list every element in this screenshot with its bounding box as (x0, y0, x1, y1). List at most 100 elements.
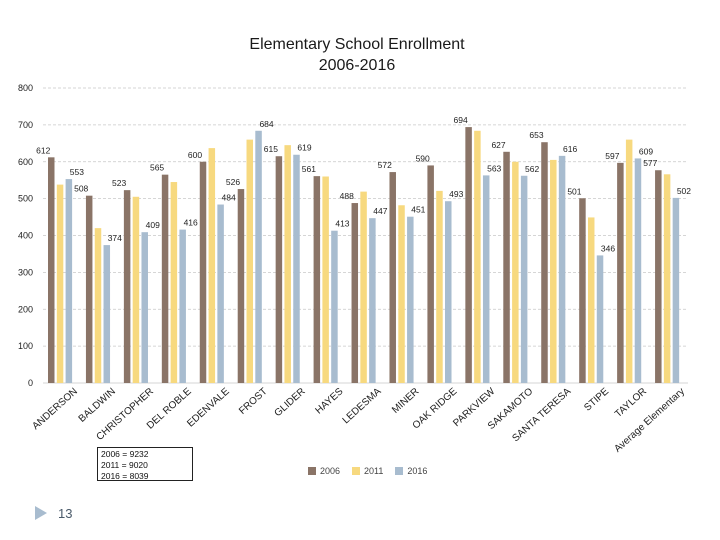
bar-2006 (579, 198, 586, 383)
data-label: 577 (643, 158, 657, 168)
data-label: 501 (567, 186, 581, 196)
arrow-icon (35, 506, 47, 520)
total-2011: 2011 = 9020 (101, 460, 148, 470)
data-label: 523 (112, 178, 126, 188)
bar-2016 (331, 230, 338, 383)
bar-2006 (48, 157, 55, 383)
bar-2011 (284, 145, 291, 383)
bar-2011 (398, 205, 405, 383)
y-tick-label: 400 (18, 231, 33, 241)
data-label: 562 (525, 164, 539, 174)
bars (48, 127, 680, 384)
bar-2016 (520, 175, 528, 383)
x-tick-label: ANDERSON (30, 386, 79, 432)
data-label: 597 (605, 151, 619, 161)
bar-2006 (237, 189, 245, 383)
data-label: 627 (491, 140, 505, 150)
legend-item-2016: 2016 (395, 466, 427, 476)
bar-2006 (123, 190, 131, 383)
data-label: 409 (146, 220, 160, 230)
data-label: 508 (74, 184, 88, 194)
bar-2011 (208, 148, 216, 383)
bar-2016 (179, 229, 186, 383)
bar-2016 (482, 175, 490, 383)
legend: 2006 2011 2016 (308, 466, 427, 476)
data-label: 374 (108, 233, 122, 243)
data-label: 590 (416, 153, 430, 163)
x-tick-label: MINER (390, 386, 421, 416)
data-label: 502 (677, 186, 691, 196)
data-label: 653 (529, 130, 543, 140)
data-label: 619 (297, 143, 311, 153)
bar-2006 (617, 162, 624, 383)
chart-title-line-2: 2006-2016 (318, 57, 396, 74)
y-tick-label: 800 (18, 83, 33, 93)
data-label: 413 (335, 219, 349, 229)
legend-item-2006: 2006 (308, 466, 340, 476)
bar-2011 (436, 190, 443, 383)
y-tick-label: 100 (18, 341, 33, 351)
data-label: 609 (639, 146, 653, 156)
bar-2016 (634, 158, 642, 383)
bar-2006 (655, 170, 662, 383)
bar-2016 (407, 216, 414, 383)
x-tick-label: STIPE (582, 386, 611, 414)
legend-label: 2016 (407, 466, 428, 476)
bar-2016 (255, 130, 262, 383)
data-label: 563 (487, 163, 501, 173)
legend-swatch (308, 467, 316, 475)
bar-2011 (170, 182, 178, 383)
bar-2016 (558, 155, 566, 383)
bar-2011 (512, 161, 519, 383)
data-label: 684 (259, 119, 273, 129)
total-2016: 2016 = 8039 (101, 471, 149, 481)
x-tick-label: TAYLOR (613, 386, 649, 420)
bar-2011 (550, 159, 557, 383)
x-tick-label: LEDESMA (341, 386, 384, 426)
bar-2016 (672, 197, 680, 383)
data-label: 561 (302, 164, 316, 174)
bar-2011 (474, 130, 481, 383)
bar-2006 (389, 172, 396, 383)
data-label: 553 (70, 167, 84, 177)
x-tick-label: HAYES (314, 386, 346, 417)
x-tick-label: FROST (237, 386, 270, 417)
bar-2006 (503, 151, 510, 383)
page-number: 13 (58, 506, 73, 521)
data-label: 600 (188, 150, 202, 160)
data-label: 572 (378, 160, 392, 170)
bar-2006 (465, 127, 472, 384)
bar-2016 (369, 218, 376, 383)
bar-2006 (199, 161, 207, 383)
bar-2016 (445, 201, 452, 383)
data-label: 451 (411, 205, 425, 215)
bar-2016 (103, 245, 111, 383)
data-label: 447 (373, 206, 387, 216)
data-labels: 612 553 508 374 523 409 565 416 600 484 526 684 615 6… (36, 115, 691, 253)
y-tick-label: 200 (18, 304, 33, 314)
y-tick-label: 500 (18, 194, 33, 204)
bar-2016 (596, 255, 604, 383)
bar-2011 (56, 184, 64, 383)
bar-2011 (625, 139, 633, 383)
chart-title: Elementary School Enrollment 2006-2016 (0, 34, 714, 76)
x-tick-label: Average Elementary (612, 386, 687, 455)
total-2006: 2006 = 9232 (101, 449, 149, 459)
bar-2016 (65, 179, 73, 383)
data-label: 612 (36, 145, 50, 155)
bar-2006 (541, 142, 548, 383)
bar-2011 (663, 174, 671, 383)
data-label: 484 (222, 193, 236, 203)
bar-2016 (217, 204, 224, 383)
x-tick-label: GLIDER (273, 386, 308, 419)
bar-2011 (246, 139, 254, 383)
data-label: 488 (340, 191, 354, 201)
bar-2006 (351, 203, 359, 383)
data-label: 694 (454, 115, 468, 125)
legend-label: 2011 (364, 466, 384, 476)
data-label: 526 (226, 177, 240, 187)
bar-2011 (360, 191, 367, 383)
x-tick-label: EDENVALE (185, 386, 232, 430)
data-label: 346 (601, 243, 615, 253)
